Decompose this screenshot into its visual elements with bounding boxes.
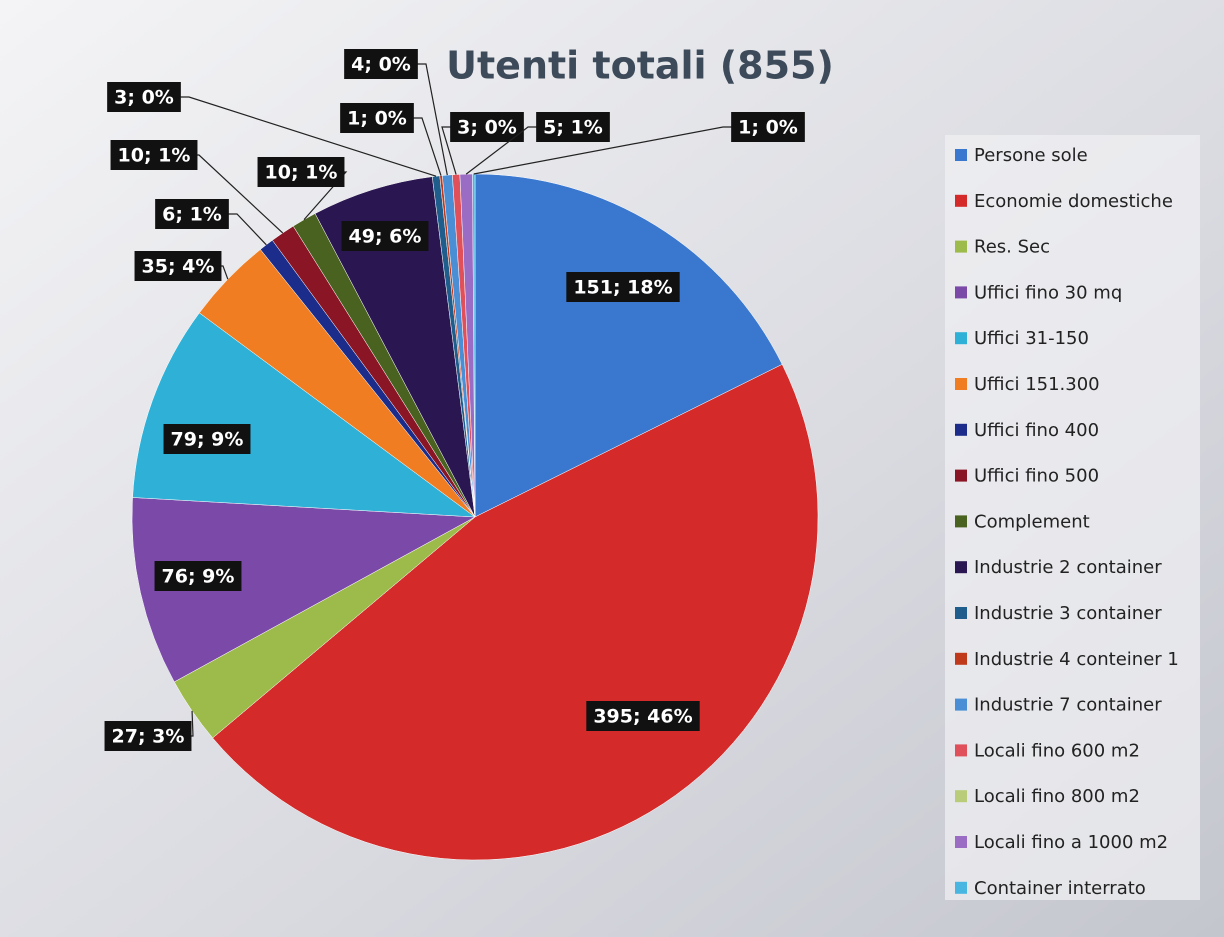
legend: Persone sole Economie domestiche Res. Sec U…	[955, 145, 1179, 899]
legend-swatch	[955, 423, 967, 436]
data-label: 10; 1%	[265, 162, 338, 184]
legend-label: Locali fino 800 m2	[974, 786, 1140, 807]
data-label-bg	[450, 112, 524, 142]
data-label: 3; 0%	[114, 87, 174, 109]
data-label-bg	[341, 221, 429, 251]
data-label-bg	[344, 49, 418, 79]
pie-slice	[132, 312, 476, 518]
slices	[131, 173, 819, 861]
legend-label: Persone sole	[974, 145, 1088, 166]
legend-swatch	[955, 378, 967, 390]
legend-swatch	[955, 194, 967, 207]
data-label: 27; 3%	[112, 726, 185, 748]
data-label: 4; 0%	[351, 54, 411, 76]
legend-swatch	[955, 836, 967, 848]
legend-swatch	[955, 286, 967, 299]
legend-label: Uffici fino 30 mq	[974, 282, 1122, 303]
data-label: 5; 1%	[543, 117, 603, 139]
data-label: 76; 9%	[162, 566, 235, 588]
legend-swatch	[955, 332, 967, 345]
data-label-bg	[154, 561, 242, 591]
data-label: 49; 6%	[349, 226, 422, 248]
data-label: 10; 1%	[118, 145, 191, 167]
legend-swatch	[955, 561, 967, 574]
data-label-bg	[104, 721, 192, 751]
legend-box	[945, 135, 1200, 900]
data-label-bg	[134, 251, 222, 281]
data-label: 151; 18%	[573, 277, 672, 299]
data-label: 6; 1%	[162, 204, 222, 226]
data-label-bg	[731, 112, 805, 142]
data-label-bg	[566, 272, 680, 302]
pie-slice	[474, 173, 783, 518]
legend-swatch	[955, 744, 967, 757]
data-label-bg	[586, 701, 700, 731]
labels: 151; 18% 395; 46% 27; 3% 76; 9% 79; 9% 35; 4%…	[104, 49, 805, 751]
legend-label: Uffici 31-150	[974, 328, 1089, 349]
legend-swatch	[955, 881, 967, 894]
legend-label: Locali fino a 1000 m2	[974, 832, 1168, 853]
legend-swatch	[955, 469, 967, 482]
data-label-bg	[155, 199, 229, 229]
legend-label: Industrie 3 container	[974, 603, 1162, 624]
legend-swatch	[955, 240, 967, 253]
data-label-bg	[107, 82, 181, 112]
data-label: 3; 0%	[457, 117, 517, 139]
legend-swatch	[955, 790, 967, 803]
legend-label: Uffici 151.300	[974, 374, 1100, 395]
legend-swatch	[955, 515, 967, 528]
legend-label: Locali fino 600 m2	[974, 740, 1140, 761]
legend-label: Res. Sec	[974, 237, 1050, 258]
data-label: 35; 4%	[142, 256, 215, 278]
data-label: 1; 0%	[347, 108, 407, 130]
pie-slice	[314, 176, 476, 518]
data-label-bg	[536, 112, 610, 142]
legend-label: Economie domestiche	[974, 191, 1173, 212]
data-label: 1; 0%	[738, 117, 798, 139]
legend-swatch	[955, 149, 967, 161]
legend-label: Uffici fino 500	[974, 466, 1099, 487]
data-label-bg	[340, 103, 414, 133]
legend-label: Industrie 7 container	[974, 695, 1162, 716]
data-label: 395; 46%	[593, 706, 692, 728]
data-label: 79; 9%	[171, 429, 244, 451]
legend-swatch	[955, 698, 967, 711]
legend-label: Industrie 2 container	[974, 557, 1162, 578]
legend-label: Uffici fino 400	[974, 420, 1099, 441]
pie-slice	[131, 497, 476, 683]
legend-swatch	[955, 652, 967, 665]
data-label-bg	[257, 157, 345, 187]
legend-label: Industrie 4 conteiner 1	[974, 649, 1179, 670]
legend-swatch	[955, 607, 967, 619]
chart-title: Utenti totali (855)	[446, 44, 834, 88]
legend-label: Container interrato	[974, 878, 1146, 899]
data-label-bg	[110, 140, 198, 170]
pie-slice	[212, 364, 819, 861]
data-label-bg	[163, 424, 251, 454]
legend-label: Complement	[974, 511, 1090, 532]
